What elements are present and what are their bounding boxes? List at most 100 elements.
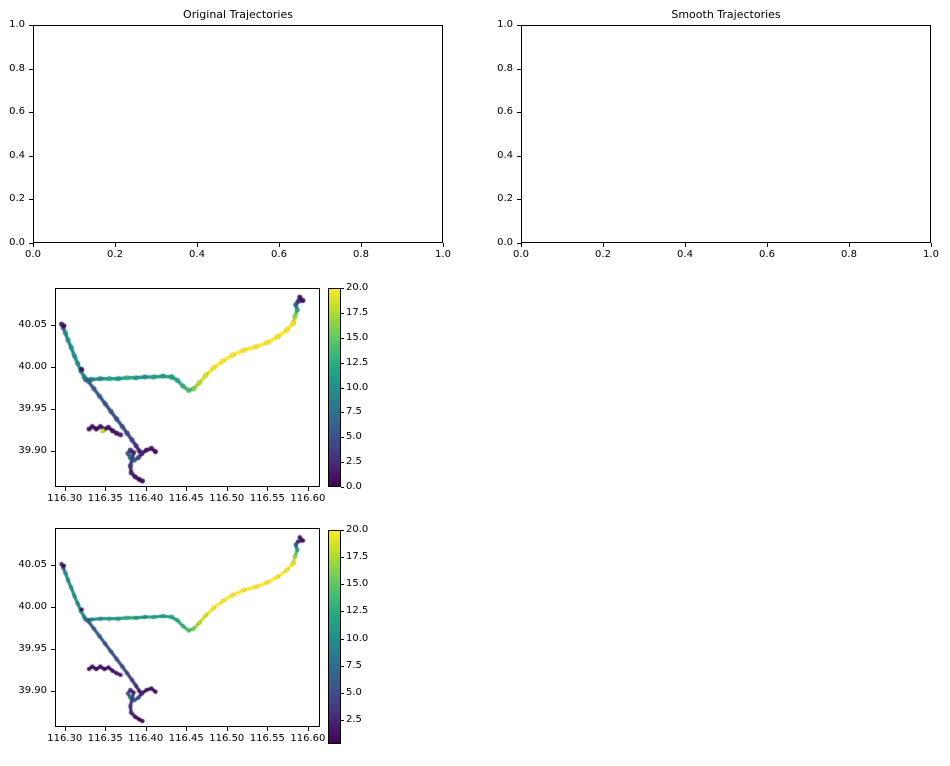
colorbar-tick-mark	[341, 720, 344, 722]
y-tick-mark	[517, 243, 521, 244]
x-tick-mark	[226, 487, 228, 491]
y-tick-mark	[517, 199, 521, 201]
x-tick-mark	[279, 243, 280, 247]
x-tick-mark	[767, 243, 768, 247]
y-tick-label: 0.6	[9, 106, 25, 118]
colorbar-tick-mark	[341, 692, 344, 694]
y-tick-mark	[29, 155, 33, 157]
colorbar-tick-label: 12.5	[346, 356, 369, 368]
x-tick-mark	[115, 243, 116, 247]
y-tick-label: 40.05	[18, 318, 47, 330]
colorbar-tick-label: 20.0	[346, 524, 369, 535]
y-tick-label: 39.90	[18, 684, 47, 696]
y-tick-label: 40.00	[18, 360, 47, 372]
colorbar-tick-mark	[341, 584, 344, 586]
x-tick-label: 116.60	[290, 493, 326, 504]
colorbar-tick-mark	[341, 312, 344, 314]
y-tick-label: 1.0	[497, 19, 513, 30]
colorbar-tick-label: 17.5	[346, 306, 369, 318]
x-tick-mark	[145, 727, 147, 731]
y-tick-mark	[517, 155, 521, 157]
x-tick-mark	[931, 243, 932, 247]
x-tick-label: 0.0	[513, 249, 529, 260]
colorbar-tick-mark	[341, 437, 344, 439]
x-tick-label: 0.4	[677, 249, 693, 260]
y-tick-label: 0.2	[9, 193, 25, 205]
colorbar-tick-mark	[341, 557, 344, 559]
x-tick-mark	[64, 727, 66, 731]
x-tick-mark	[685, 243, 686, 247]
y-tick-label: 39.90	[18, 444, 47, 456]
x-tick-mark	[145, 487, 147, 491]
y-tick-label: 39.95	[18, 642, 47, 654]
y-tick-label: 40.00	[18, 600, 47, 612]
x-tick-mark	[33, 243, 34, 247]
x-tick-mark	[307, 727, 309, 731]
x-tick-label: 0.6	[271, 249, 287, 260]
x-tick-label: 116.50	[209, 493, 245, 504]
x-tick-mark	[105, 727, 107, 731]
x-tick-label: 116.50	[209, 733, 245, 744]
y-tick-mark	[51, 648, 55, 650]
x-tick-label: 1.0	[923, 249, 939, 260]
x-tick-mark	[226, 727, 228, 731]
colorbar-tick-mark	[341, 462, 344, 464]
y-tick-mark	[29, 25, 33, 26]
x-tick-label: 116.35	[87, 733, 123, 744]
x-tick-label: 0.2	[595, 249, 611, 260]
y-tick-label: 39.95	[18, 402, 47, 414]
colorbar-tick-mark	[341, 362, 344, 364]
x-tick-mark	[443, 243, 444, 247]
y-tick-label: 1.0	[9, 19, 25, 30]
x-tick-mark	[361, 243, 362, 247]
colorbar-tick-mark	[341, 337, 344, 339]
y-tick-mark	[51, 408, 55, 410]
trajectory-canvas-2	[55, 288, 320, 487]
colorbar-tick-label: 10.0	[346, 632, 369, 644]
colorbar-tick-mark	[341, 412, 344, 414]
y-tick-label: 0.6	[497, 106, 513, 118]
plot-area-0	[33, 25, 443, 243]
y-tick-label: 0.4	[497, 149, 513, 161]
x-tick-mark	[307, 487, 309, 491]
colorbar-tick-label: 15.0	[346, 578, 369, 590]
plot-area-1	[521, 25, 931, 243]
x-tick-mark	[64, 487, 66, 491]
x-tick-mark	[603, 243, 604, 247]
colorbar-tick-label: 12.5	[346, 605, 369, 617]
x-tick-label: 0.4	[189, 249, 205, 260]
colorbar-tick-label: 20.0	[346, 282, 369, 293]
colorbar-tick-label: 5.0	[346, 431, 362, 443]
y-tick-label: 0.8	[9, 62, 25, 74]
colorbar-3	[328, 530, 341, 744]
y-tick-label: 0.8	[497, 62, 513, 74]
x-tick-label: 116.30	[47, 493, 83, 504]
y-tick-mark	[29, 112, 33, 114]
y-tick-label: 0.0	[497, 237, 513, 248]
colorbar-tick-label: 2.5	[346, 714, 362, 726]
y-tick-mark	[51, 690, 55, 692]
y-tick-mark	[29, 68, 33, 70]
y-tick-mark	[51, 450, 55, 452]
x-tick-mark	[197, 243, 198, 247]
x-tick-mark	[186, 487, 188, 491]
x-tick-mark	[267, 727, 269, 731]
x-tick-label: 116.45	[168, 493, 204, 504]
x-tick-label: 116.55	[249, 733, 285, 744]
y-tick-mark	[51, 606, 55, 608]
trajectory-canvas-3	[55, 528, 320, 727]
title-original-trajectories: Original Trajectories	[183, 8, 293, 21]
colorbar-tick-mark	[341, 638, 344, 640]
y-tick-mark	[51, 366, 55, 368]
x-tick-label: 0.8	[841, 249, 857, 260]
colorbar-tick-mark	[341, 530, 344, 531]
colorbar-tick-mark	[341, 665, 344, 667]
colorbar-tick-label: 15.0	[346, 331, 369, 343]
y-tick-mark	[29, 243, 33, 244]
x-tick-label: 0.6	[759, 249, 775, 260]
x-tick-label: 116.30	[47, 733, 83, 744]
x-tick-label: 0.0	[25, 249, 41, 260]
colorbar-tick-mark	[341, 611, 344, 613]
x-tick-label: 0.8	[353, 249, 369, 260]
